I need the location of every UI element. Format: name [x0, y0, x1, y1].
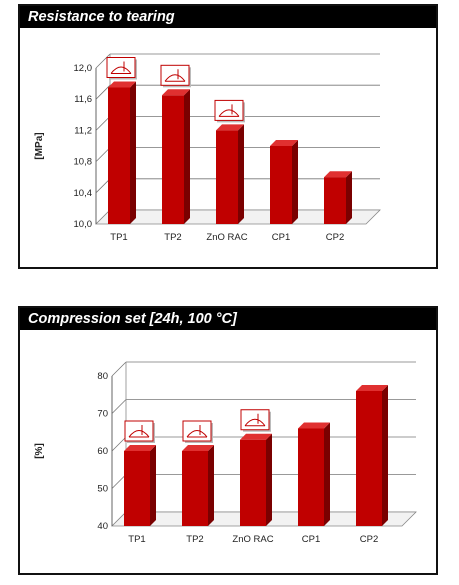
bar-top [324, 171, 352, 178]
bar-side [292, 140, 298, 224]
grid-depth-line [111, 474, 127, 489]
grid-depth-line [95, 116, 111, 131]
icon-curve [110, 66, 132, 74]
bar-top [182, 445, 214, 451]
bar-side [238, 124, 244, 224]
bar [216, 130, 238, 224]
seal-profile-icon [124, 420, 155, 443]
icon-curve [218, 109, 240, 117]
bar-top [298, 422, 330, 429]
bar [182, 451, 208, 526]
y-tick-label: 10,4 [74, 188, 93, 199]
x-tick-label: CP2 [326, 232, 344, 243]
bar [124, 451, 150, 526]
bar [324, 177, 346, 224]
grid-depth-line [95, 178, 111, 194]
grid-depth-line [95, 147, 111, 162]
y-axis-label: [%] [34, 443, 45, 459]
tearing-chart: 10,0 10,4 10,8 11,2 11,6 12,0 [MPa] TP1 TP2 ZnO R… [34, 53, 381, 243]
bar-top [108, 81, 136, 88]
x-tick-label: TP2 [186, 534, 203, 545]
seal-profile-icon [106, 57, 137, 80]
y-tick-label: 60 [97, 446, 108, 457]
bar-top [240, 433, 272, 440]
bar-top [356, 385, 388, 391]
icon-curve [244, 418, 266, 427]
x-tick-label: TP2 [164, 232, 181, 243]
y-axis-label: [MPa] [34, 132, 45, 159]
bar [356, 391, 382, 526]
icon-curve [164, 74, 186, 82]
bar-top [270, 140, 298, 146]
bar-side [150, 445, 156, 526]
grid-depth-line [111, 361, 127, 377]
bar-side [324, 422, 330, 526]
y-tick-label: 80 [97, 371, 108, 382]
x-tick-label: CP1 [302, 534, 320, 545]
y-tick-label: 40 [97, 521, 108, 532]
y-tick-label: 11,6 [74, 94, 92, 105]
tearing-chart-panel: Resistance to tearing 10,0 10,4 10,8 11,2 11… [18, 4, 438, 269]
x-tick-label: ZnO RAC [206, 232, 247, 243]
bar [240, 439, 266, 526]
x-tick-label: TP1 [128, 534, 145, 545]
y-tick-label: 10,8 [74, 157, 93, 168]
grid-depth-line [111, 399, 127, 414]
y-tick-label: 11,2 [74, 125, 92, 136]
bar [270, 146, 292, 224]
bar [162, 95, 184, 224]
y-tick-label: 50 [97, 484, 108, 495]
y-tick-label: 12,0 [74, 63, 93, 74]
compression-chart-panel: Compression set [24h, 100 °C] 40 50 60 70 80… [18, 306, 438, 575]
bar-side [208, 445, 214, 526]
compression-chart: 40 50 60 70 80 [%] TP1 TP2 ZnO RAC CP1 CP2 [34, 361, 417, 545]
grid-depth-line [95, 53, 111, 69]
x-tick-label: CP2 [360, 534, 378, 545]
x-tick-label: ZnO RAC [232, 534, 273, 545]
x-tick-label: TP1 [110, 232, 127, 243]
seal-profile-icon [160, 64, 191, 88]
x-tick-label: CP1 [272, 232, 290, 243]
seal-profile-icon [240, 409, 271, 432]
icon-curve [186, 430, 208, 438]
bar [108, 87, 130, 224]
grid-depth-line [111, 436, 127, 452]
bar-side [346, 171, 352, 224]
bar-side [130, 81, 136, 224]
seal-profile-icon [214, 99, 245, 123]
bar-top [162, 89, 190, 96]
bar-top [124, 445, 156, 451]
grid-depth-line [95, 84, 111, 100]
seal-profile-icon [182, 420, 213, 443]
bar [298, 428, 324, 526]
y-tick-label: 70 [97, 409, 108, 420]
icon-frame [160, 64, 190, 86]
chart-title: Resistance to tearing [20, 6, 436, 28]
bar-side [382, 385, 388, 526]
chart-title: Compression set [24h, 100 °C] [20, 308, 436, 330]
bar-side [266, 433, 272, 526]
bar-side [184, 89, 190, 224]
icon-curve [128, 430, 150, 438]
y-tick-label: 10,0 [74, 219, 93, 230]
bar-top [216, 124, 244, 131]
